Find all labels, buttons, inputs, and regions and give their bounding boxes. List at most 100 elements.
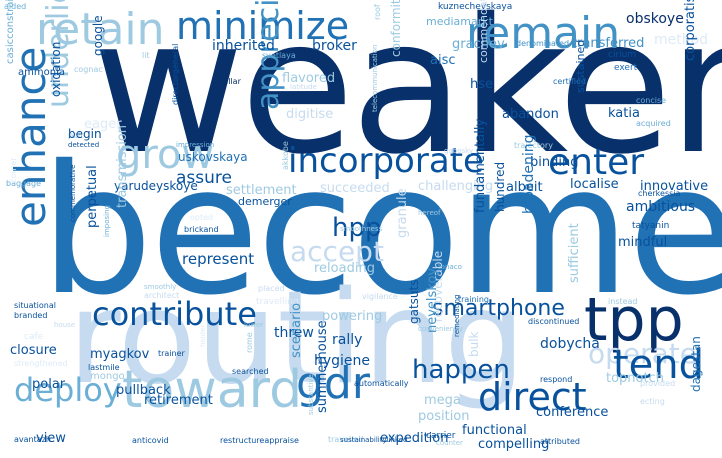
word-deploy: deploy xyxy=(14,371,122,409)
word-small: sustained xyxy=(574,39,587,93)
word-small: tatyanin xyxy=(632,221,670,231)
word-small: flavored xyxy=(282,71,336,86)
word-toward: toward xyxy=(122,360,303,420)
word-small: trajectory xyxy=(514,141,553,150)
word-small: polar xyxy=(32,377,66,392)
word-small: inherited xyxy=(212,38,275,54)
word-small: hse xyxy=(470,77,494,92)
word-small: imposing xyxy=(103,205,111,237)
word-small: architect xyxy=(144,291,180,300)
word-small: begin xyxy=(68,127,102,141)
word-small: baggage xyxy=(6,179,42,188)
word-small: sustainabilitylinked xyxy=(340,436,408,444)
word-small: method xyxy=(654,32,709,48)
word-small: aided xyxy=(4,2,27,11)
word-small: scenario xyxy=(289,302,304,358)
word-enter: enter xyxy=(548,142,645,183)
word-small: svetlaya xyxy=(262,51,296,60)
word-small: aisc xyxy=(430,53,456,68)
word-small: counter xyxy=(436,439,463,447)
word-small: compelling xyxy=(478,437,550,452)
word-small: expedition xyxy=(380,431,449,446)
word-small: discontinued xyxy=(528,317,580,326)
word-small: google xyxy=(91,15,105,56)
word-small: position xyxy=(418,409,470,424)
word-small: uskovskaya xyxy=(178,150,248,164)
word-small: sufficient xyxy=(567,223,582,283)
word-small: stellar xyxy=(216,77,241,86)
word-small: bulk xyxy=(467,331,481,357)
word-small: remediating xyxy=(453,294,461,337)
word-small: smoothly xyxy=(144,283,177,291)
word-small: binding xyxy=(530,155,579,170)
word-small: situational xyxy=(14,301,56,310)
word-tpp: tpp xyxy=(584,285,684,355)
word-small: opted xyxy=(190,213,214,222)
word-routing: routing xyxy=(68,264,526,413)
word-small: summerhouse xyxy=(315,320,330,413)
word-incorporate: incorporate xyxy=(288,141,484,181)
word-small: instead xyxy=(608,297,638,306)
word-small: ammonia xyxy=(18,67,65,78)
word-tend: tend xyxy=(613,342,705,388)
word-small: latitude xyxy=(290,83,317,91)
word-small: powering xyxy=(322,309,383,324)
word-small: perpetual xyxy=(85,165,100,228)
word-small: telecommunication xyxy=(371,44,379,112)
word-small: trainer xyxy=(158,349,185,358)
word-small: automatically xyxy=(354,379,409,388)
word-small: corporatisation xyxy=(683,0,698,61)
word-small: cafe xyxy=(24,332,44,342)
word-small: lit xyxy=(142,51,150,60)
word-minimize: minimize xyxy=(176,4,350,48)
word-small: training xyxy=(458,295,489,304)
word-hpp: hpp xyxy=(332,213,382,243)
word-small: travelling xyxy=(256,297,299,307)
word-small: gabosky xyxy=(444,147,474,155)
word-operate: operate xyxy=(588,337,698,370)
word-small: eager xyxy=(84,117,122,132)
word-small: topnotch xyxy=(606,371,664,386)
word-small: restructureappraise xyxy=(220,436,299,445)
word-small: dobycha xyxy=(540,336,600,352)
word-small: transferred xyxy=(572,36,645,51)
word-retain: retain xyxy=(36,4,165,55)
word-grow: grow xyxy=(116,132,215,178)
word-small: commendation xyxy=(477,0,490,63)
word-small: avantazh xyxy=(14,435,51,444)
word-small: provided xyxy=(640,379,676,388)
word-small: yarudeyskoye xyxy=(114,179,198,193)
word-small: branded xyxy=(14,311,48,320)
word-small: hundred xyxy=(493,161,507,212)
word-small: functional xyxy=(462,423,527,438)
word-small: ambitious xyxy=(626,199,696,215)
word-small: mega xyxy=(424,393,461,408)
word-small: cognac xyxy=(74,65,103,74)
word-small: cherkessia xyxy=(638,189,681,198)
word-small: innovative xyxy=(640,179,709,194)
word-small: travelled xyxy=(328,435,364,444)
word-small: gatsuts xyxy=(407,279,421,325)
word-small: lower xyxy=(244,321,264,329)
word-small: house xyxy=(54,321,76,329)
word-small: tanaco xyxy=(438,263,462,271)
word-small: certified xyxy=(553,77,587,86)
word-small: conformity xyxy=(389,0,403,57)
word-small: conveniently xyxy=(418,325,463,333)
word-small: granule xyxy=(395,188,410,238)
word-small: broadening xyxy=(521,134,537,214)
word-small: nevelskoy xyxy=(425,267,440,333)
word-become: become xyxy=(40,127,722,334)
word-small: brickand xyxy=(184,225,219,234)
word-small: poll xyxy=(68,131,83,140)
word-small: closure xyxy=(10,343,57,358)
word-small: broker xyxy=(312,38,357,54)
word-small: challenging xyxy=(418,179,494,194)
word-happen: happen xyxy=(412,355,510,385)
word-small: mindful xyxy=(618,235,668,250)
word-small: substantive xyxy=(307,374,315,415)
word-small: corner xyxy=(9,157,18,183)
word-small: akkobe xyxy=(281,141,290,170)
word-small: anticovid xyxy=(132,436,169,445)
